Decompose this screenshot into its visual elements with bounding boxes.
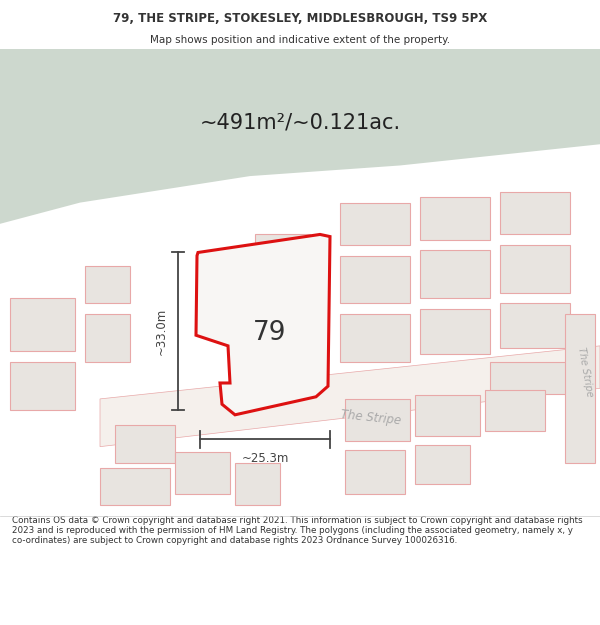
Polygon shape	[255, 282, 310, 330]
Text: Map shows position and indicative extent of the property.: Map shows position and indicative extent…	[150, 35, 450, 45]
Text: 79, THE STRIPE, STOKESLEY, MIDDLESBROUGH, TS9 5PX: 79, THE STRIPE, STOKESLEY, MIDDLESBROUGH…	[113, 12, 487, 25]
Text: Contains OS data © Crown copyright and database right 2021. This information is : Contains OS data © Crown copyright and d…	[12, 516, 583, 546]
Text: 79: 79	[253, 320, 287, 346]
Polygon shape	[340, 202, 410, 245]
Polygon shape	[420, 198, 490, 240]
Polygon shape	[85, 266, 130, 303]
Polygon shape	[415, 444, 470, 484]
Polygon shape	[10, 298, 75, 351]
Polygon shape	[100, 468, 170, 505]
Polygon shape	[10, 362, 75, 409]
Polygon shape	[345, 399, 410, 441]
Polygon shape	[500, 192, 570, 234]
Polygon shape	[485, 391, 545, 431]
Text: ~25.3m: ~25.3m	[241, 452, 289, 465]
Polygon shape	[500, 245, 570, 292]
Polygon shape	[490, 362, 570, 394]
Polygon shape	[115, 426, 175, 462]
Polygon shape	[255, 335, 310, 378]
Polygon shape	[420, 251, 490, 298]
Polygon shape	[500, 303, 570, 348]
Polygon shape	[420, 309, 490, 354]
Polygon shape	[175, 452, 230, 494]
Polygon shape	[340, 256, 410, 303]
Polygon shape	[255, 234, 310, 277]
Text: The Stripe: The Stripe	[340, 408, 401, 428]
Polygon shape	[345, 450, 405, 494]
Polygon shape	[196, 234, 330, 415]
Polygon shape	[415, 394, 480, 436]
Polygon shape	[230, 292, 255, 324]
Polygon shape	[340, 314, 410, 362]
Text: ~33.0m: ~33.0m	[155, 308, 168, 354]
Polygon shape	[0, 49, 600, 224]
Text: ~491m²/~0.121ac.: ~491m²/~0.121ac.	[199, 112, 401, 132]
Polygon shape	[235, 462, 280, 505]
Text: The Stripe: The Stripe	[576, 347, 594, 398]
Polygon shape	[565, 314, 595, 462]
Polygon shape	[100, 346, 600, 447]
Polygon shape	[85, 314, 130, 362]
